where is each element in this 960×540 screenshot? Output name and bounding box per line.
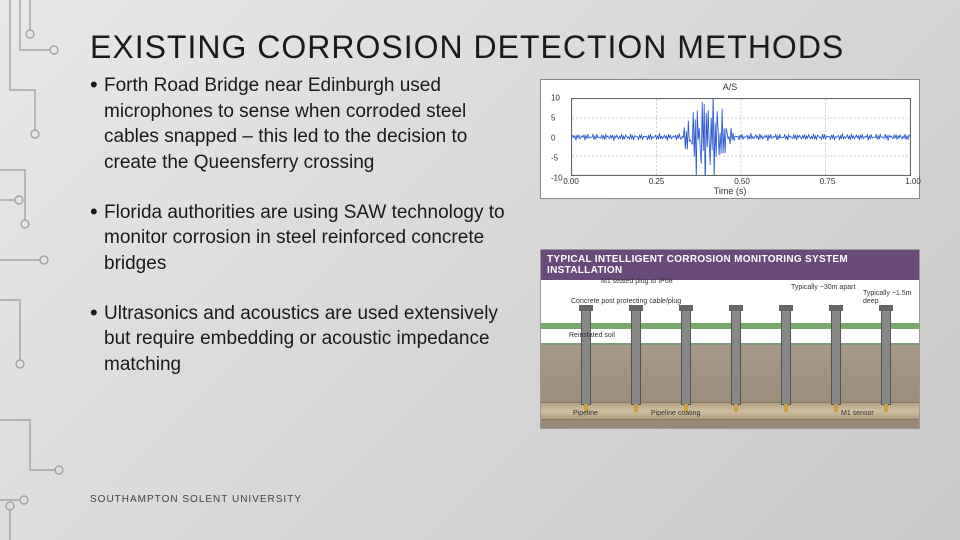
chart2-annotation: M1 sensor xyxy=(841,410,874,418)
chart1-ytick: 0 xyxy=(551,134,555,143)
chart2-annotation: Concrete post protecting cable/plug xyxy=(571,298,681,306)
chart1-ytick: -10 xyxy=(551,174,563,183)
chart1-title: A/S xyxy=(541,82,919,92)
bullet-text: Florida authorities are using SAW techno… xyxy=(104,200,520,277)
bullet-item: • Ultrasonics and acoustics are used ext… xyxy=(90,301,520,378)
bullet-dot: • xyxy=(90,200,104,277)
slide-title: EXISTING CORROSION DETECTION METHODS xyxy=(90,30,940,65)
chart2-annotation: Typically ~1.5m deep xyxy=(863,290,919,305)
corrosion-monitoring-diagram: TYPICAL INTELLIGENT CORROSION MONITORING… xyxy=(540,249,920,429)
waveform-chart: A/S Time (s) -10 -5 0 5 10 0.00 0.25 0.50 0.75 1.… xyxy=(540,79,920,199)
sensor-probe xyxy=(631,310,641,405)
chart1-xtick: 1.00 xyxy=(905,177,921,186)
bullet-item: • Forth Road Bridge near Edinburgh used … xyxy=(90,73,520,176)
bullet-dot: • xyxy=(90,73,104,176)
chart1-ytick: 5 xyxy=(551,114,555,123)
footer-text: SOUTHAMPTON SOLENT UNIVERSITY xyxy=(90,494,302,505)
chart2-annotation: M1 sealed plug to IP68 xyxy=(601,278,673,286)
sensor-probe xyxy=(781,310,791,405)
chart1-ytick: 10 xyxy=(551,94,560,103)
sensor-probe xyxy=(681,310,691,405)
chart1-xtick: 0.50 xyxy=(734,177,750,186)
chart2-grass xyxy=(541,323,919,329)
bullet-dot: • xyxy=(90,301,104,378)
bullet-text: Ultrasonics and acoustics are used exten… xyxy=(104,301,520,378)
chart1-plot xyxy=(571,98,911,176)
chart2-annotation: Pipeline xyxy=(573,410,598,418)
chart2-banner: TYPICAL INTELLIGENT CORROSION MONITORING… xyxy=(541,250,919,280)
circuit-decoration xyxy=(0,0,80,540)
chart1-xtick: 0.25 xyxy=(649,177,665,186)
chart2-annotation: Pipeline coating xyxy=(651,410,700,418)
sensor-probe xyxy=(581,310,591,405)
chart2-annotation: Reinstated soil xyxy=(569,332,615,340)
chart1-xtick: 0.75 xyxy=(820,177,836,186)
chart2-annotation: Typically ~30m apart xyxy=(791,284,855,292)
text-column: • Forth Road Bridge near Edinburgh used … xyxy=(90,73,520,429)
sensor-probe xyxy=(881,310,891,405)
sensor-probe xyxy=(731,310,741,405)
sensor-probe xyxy=(831,310,841,405)
chart1-xtick: 0.00 xyxy=(563,177,579,186)
bullet-item: • Florida authorities are using SAW tech… xyxy=(90,200,520,277)
chart1-xlabel: Time (s) xyxy=(541,186,919,196)
bullet-text: Forth Road Bridge near Edinburgh used mi… xyxy=(104,73,520,176)
chart1-ytick: -5 xyxy=(551,154,558,163)
